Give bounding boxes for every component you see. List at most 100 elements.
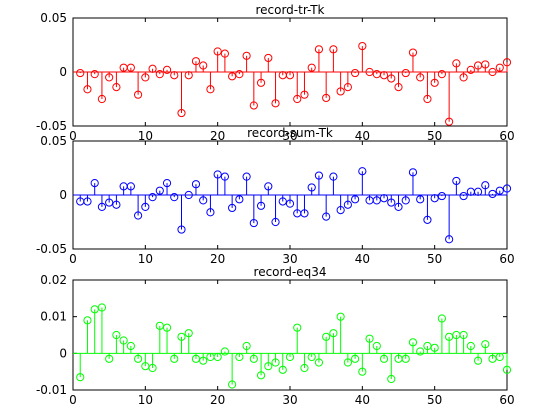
stem-marker [481,340,490,349]
stem-marker [191,57,201,66]
stem-marker [495,186,504,195]
stem-marker [322,332,331,341]
stem-marker [307,352,316,362]
stem-marker [322,93,331,103]
stem-marker [256,371,266,380]
stem-marker [459,330,468,340]
stem-marker [329,172,338,181]
y-tick-label: 0.02 [40,273,67,287]
stem-marker [90,70,99,79]
stem-marker [466,65,475,74]
stem-marker [351,68,360,78]
stem-marker [119,336,128,345]
x-tick-label: 40 [355,393,370,407]
subplot-title: record-eq34 [254,265,327,279]
stem-marker [148,363,157,373]
stem-marker [199,196,208,205]
y-tick-label: -0.05 [36,242,67,256]
stem-marker [235,70,244,79]
stem-marker [379,354,389,363]
stem-marker [112,83,121,92]
stem-marker [220,49,229,58]
stem-marker [401,354,410,363]
stem-marker [162,65,172,74]
x-tick-label: 50 [427,393,442,407]
stem-marker [162,179,172,188]
stem-marker [242,341,251,351]
stem-marker [285,199,295,208]
stem-marker [379,194,389,203]
stem-marker [488,189,497,199]
stem-marker [445,117,454,126]
stem-marker [495,352,504,362]
stem-marker [358,41,367,51]
stem-marker [423,215,432,224]
stem-marker [249,101,258,110]
x-tick-label: 10 [138,129,153,143]
x-tick-label: 60 [499,252,514,266]
x-tick-label: 30 [282,252,297,266]
stem-marker [452,176,461,186]
stem-marker [141,73,150,82]
stem-marker [293,94,302,104]
stem-marker [155,70,164,79]
stem-marker [264,362,273,371]
stem-marker [271,99,280,108]
stem-marker [220,347,229,356]
stem-marker [408,338,418,347]
stem-marker [322,212,331,221]
stem-marker [387,198,396,207]
stem-marker [264,182,273,191]
stem-marker [134,90,143,99]
stem-marker [105,354,114,363]
stem-marker [351,354,360,363]
stem-marker [394,202,403,211]
x-tick-label: 20 [210,129,225,143]
y-tick-label: -0.05 [36,119,67,133]
stem-marker [148,193,157,202]
stem-marker [256,201,266,210]
stem-marker [473,356,483,365]
stem-marker [177,108,186,118]
y-tick-label: 0 [59,346,67,360]
x-tick-label: 50 [427,129,442,143]
stem-marker [278,365,287,374]
stem-marker [213,170,222,179]
subplot-title: record-tr-Tk [255,3,324,17]
stem-marker [83,197,92,206]
stem-marker [408,168,418,177]
stem-marker [293,323,302,332]
stem-marker [300,209,309,218]
stem-marker [314,171,324,180]
stem-marker [271,217,280,227]
stem-marker [242,51,251,60]
subplot-title: record-sum-Tk [247,126,333,140]
x-tick-label: 40 [355,129,370,143]
stem-marker [481,181,490,190]
stem-marker [343,358,352,367]
stem-marker [416,195,425,204]
stem-marker [97,303,107,312]
stem-marker [213,352,222,362]
x-tick-label: 0 [69,252,77,266]
x-tick-label: 10 [138,252,153,266]
stem-marker [387,374,396,384]
x-tick-label: 20 [210,252,225,266]
stem-marker [394,83,403,92]
y-tick-label: -0.01 [36,383,67,397]
stem-marker [430,78,439,87]
stem-marker [126,341,135,351]
stem-marker [358,367,367,376]
x-tick-label: 30 [282,129,297,143]
stem-marker [264,53,273,63]
stem-marker [228,203,237,213]
y-tick-label: 0.05 [40,134,67,148]
stem-marker [97,202,107,211]
stem-marker [300,90,309,99]
stem-marker [502,58,512,67]
x-tick-label: 0 [69,129,77,143]
stem-marker [466,341,475,351]
x-tick-label: 20 [210,393,225,407]
